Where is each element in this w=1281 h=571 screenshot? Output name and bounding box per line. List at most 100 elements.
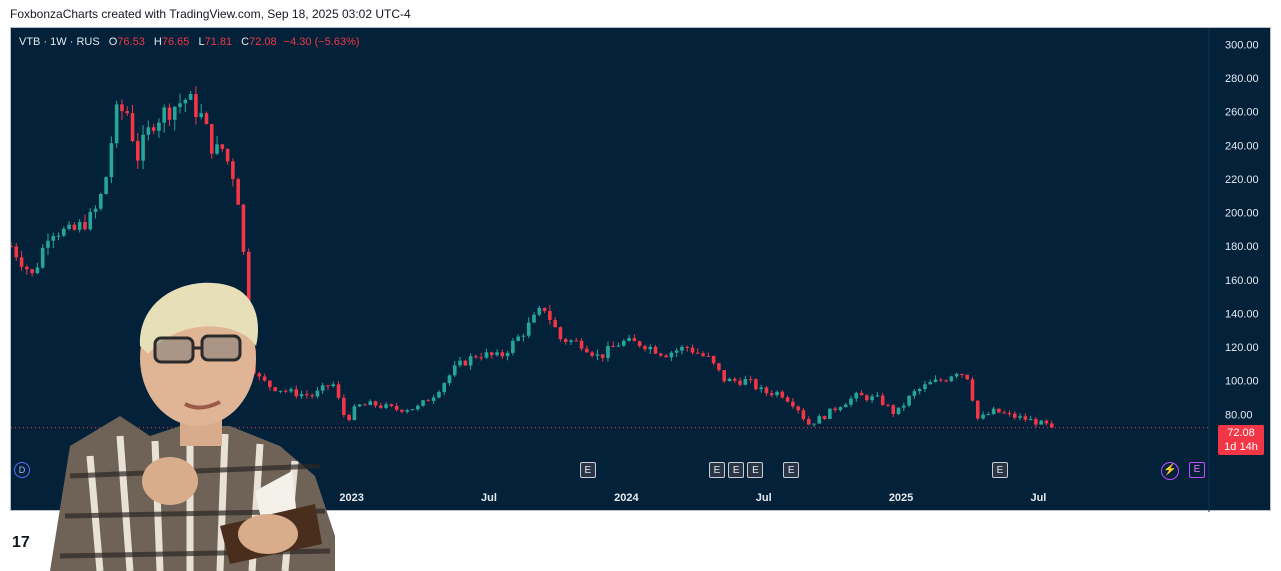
candle-body	[167, 107, 172, 120]
candle-body	[748, 379, 753, 381]
candle-body	[347, 414, 351, 420]
candle-body	[727, 378, 732, 382]
candle-body	[410, 409, 415, 411]
candle-body	[104, 177, 108, 195]
candle-body	[40, 247, 45, 268]
candle-body	[970, 379, 975, 401]
candle-body	[11, 246, 13, 248]
candle-body	[368, 401, 373, 405]
price-chart[interactable]: 80.00 100.00 120.00 140.00 160.00 180.00 200.0…	[11, 28, 1272, 512]
hair	[139, 282, 259, 354]
x-tick-label: 2024	[614, 492, 639, 504]
candle-body	[331, 384, 336, 387]
y-tick-label: 100.00	[1225, 376, 1259, 388]
candle-body	[188, 94, 193, 100]
earnings-icon[interactable]: E	[728, 462, 745, 478]
candle-body	[452, 365, 457, 376]
dividend-icon[interactable]: D	[14, 462, 30, 478]
mouth	[184, 400, 221, 410]
earnings-icon[interactable]: E	[579, 462, 596, 478]
candle-body	[1007, 413, 1012, 415]
last-price: 72.08	[1227, 427, 1255, 439]
candle-body	[1049, 423, 1054, 428]
earnings-icon[interactable]: E	[709, 462, 725, 478]
candle-body	[600, 354, 605, 358]
candle-body	[495, 352, 499, 356]
candle-body	[431, 397, 436, 401]
candle-body	[822, 416, 827, 419]
bolt-icon[interactable]: ⚡	[1161, 462, 1179, 480]
candle-body	[35, 267, 40, 274]
candle-body	[616, 345, 621, 347]
candle-body	[257, 373, 262, 377]
candle-body	[56, 235, 61, 237]
candle-body	[648, 346, 653, 350]
candle-body	[268, 380, 272, 388]
candle-body	[463, 360, 468, 366]
candle-body	[526, 322, 531, 336]
candle-body	[511, 340, 515, 353]
candle-body	[759, 387, 763, 390]
high-label: H	[153, 36, 162, 48]
candle-body	[479, 357, 483, 359]
candle-body	[474, 356, 478, 358]
candle-body	[542, 307, 547, 312]
candle-body	[933, 379, 938, 383]
candle-body	[680, 346, 684, 351]
candle-body	[907, 395, 911, 406]
candle-body	[637, 341, 642, 347]
ohlc-legend: VTB · 1W · RUS O76.53 H76.65 L71.81 C72.…	[19, 36, 360, 48]
candle-body	[986, 414, 991, 416]
candle-body	[664, 355, 668, 358]
candle-body	[135, 140, 140, 161]
glasses-left-lens	[153, 336, 195, 364]
candle-body	[25, 266, 29, 270]
candle-body	[669, 352, 674, 358]
candle-body	[521, 335, 526, 337]
candle-body	[373, 401, 378, 406]
earnings-icon[interactable]: E	[783, 462, 800, 478]
candle-body	[379, 405, 383, 408]
candle-body	[843, 404, 848, 408]
candle-body	[553, 319, 557, 328]
candle-body	[902, 405, 906, 408]
candle-body	[870, 396, 874, 401]
candle-body	[780, 391, 785, 398]
candle-body	[67, 224, 71, 229]
y-tick-label: 300.00	[1225, 39, 1259, 51]
x-tick-label: 2023	[339, 492, 363, 504]
candle-body	[199, 113, 203, 117]
candle-body	[706, 355, 711, 357]
candle-body	[653, 346, 658, 354]
candle-body	[516, 336, 520, 341]
candle-body	[320, 385, 325, 391]
candle-body	[896, 407, 901, 414]
low-value: 71.81	[204, 36, 233, 48]
change-value: −4.30 (−5.63%)	[283, 36, 360, 48]
candle-body	[72, 224, 77, 230]
candle-body	[1028, 419, 1033, 421]
candle-body	[711, 355, 716, 364]
candle-body	[241, 204, 246, 252]
candle-body	[801, 410, 806, 420]
earnings-icon[interactable]: E	[1189, 462, 1205, 478]
candle-body	[83, 222, 87, 230]
candle-body	[659, 353, 663, 356]
candle-body	[754, 379, 758, 390]
candle-body	[944, 380, 948, 382]
candle-body	[606, 346, 610, 358]
earnings-icon[interactable]: E	[991, 462, 1008, 478]
symbol-label[interactable]: VTB · 1W · RUS	[19, 36, 100, 48]
candle-body	[415, 405, 420, 410]
candle-body	[548, 311, 552, 320]
candle-body	[917, 389, 922, 392]
candle-body	[833, 408, 837, 411]
candle-body	[209, 124, 214, 154]
candle-body	[960, 373, 964, 375]
candle-body	[326, 385, 330, 387]
candle-body	[796, 406, 800, 411]
earnings-icon[interactable]: E	[747, 462, 764, 478]
candle-body	[405, 410, 410, 412]
candle-body	[886, 404, 890, 406]
candle-body	[875, 395, 880, 397]
